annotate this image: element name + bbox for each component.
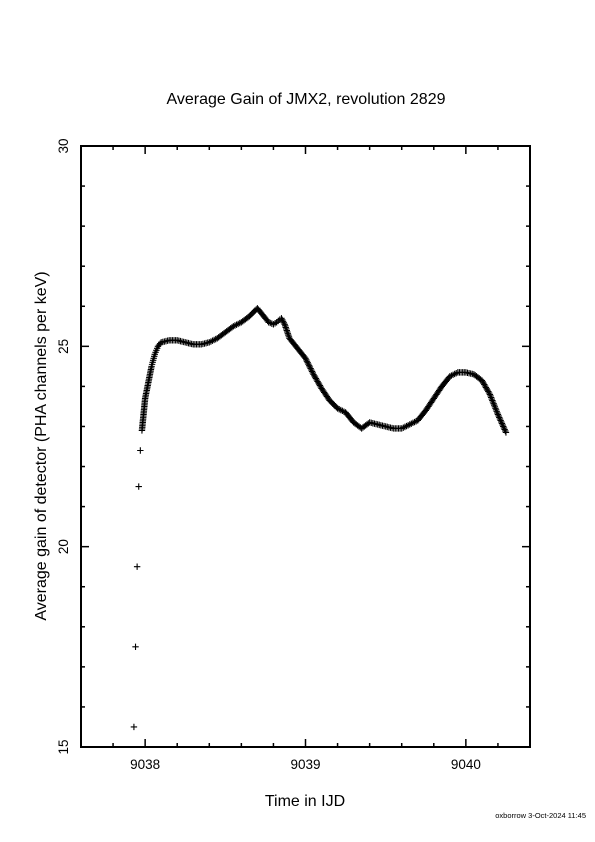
data-points	[130, 305, 510, 731]
axis-tick-labels: 9038 9039 9040 15 20 25 30	[56, 138, 481, 772]
y-tick-label: 20	[56, 539, 71, 554]
data-point-fill	[490, 400, 497, 407]
data-point-fill	[488, 395, 495, 403]
data-point	[135, 483, 142, 490]
data-point-fill	[309, 369, 316, 377]
data-point-fill	[485, 389, 493, 397]
data-point-fill	[494, 409, 501, 417]
x-axis-label: Time in IJD	[265, 793, 345, 810]
data-point-fill	[498, 420, 506, 427]
data-point	[494, 411, 502, 418]
data-point-fill	[497, 417, 504, 424]
data-point-fill	[306, 363, 314, 371]
data-point-fill	[492, 405, 499, 412]
data-point-fill	[491, 402, 498, 409]
data-point-fill	[493, 408, 500, 415]
y-axis-label: Average gain of detector (PHA channels p…	[33, 271, 50, 620]
data-point-fill	[303, 356, 310, 364]
data-point	[302, 355, 309, 362]
data-point	[130, 723, 138, 731]
x-tick-label: 9038	[130, 757, 160, 772]
data-point-fill	[307, 365, 314, 372]
x-tick-label: 9039	[290, 757, 320, 772]
data-point-fill	[495, 412, 502, 420]
plot-frame	[80, 145, 531, 748]
data-point-fill	[502, 427, 509, 435]
data-point-fill	[305, 360, 312, 368]
data-point-fill	[499, 421, 506, 429]
data-point-fill	[491, 403, 499, 410]
data-point	[132, 643, 139, 651]
data-point-fill	[308, 368, 316, 375]
data-point-fill	[487, 394, 495, 401]
y-tick-label: 15	[56, 739, 71, 754]
chart-title: Average Gain of JMX2, revolution 2829	[167, 91, 446, 108]
data-point	[133, 563, 141, 570]
y-tick-label: 30	[56, 138, 71, 153]
data-point	[486, 391, 494, 398]
data-point-fill	[498, 418, 505, 426]
footer-timestamp: oxborrow 3-Oct-2024 11:45	[495, 811, 586, 820]
x-tick-label: 9040	[451, 757, 481, 772]
axis-ticks	[80, 145, 531, 748]
data-point-fill	[489, 397, 496, 404]
data-point-fill	[280, 319, 288, 326]
data-point-fill	[487, 392, 494, 400]
data-point-fill	[308, 366, 315, 374]
data-point	[137, 447, 144, 454]
data-point-fill	[501, 426, 508, 433]
data-point-fill	[492, 406, 500, 414]
data-point-fill	[489, 398, 497, 406]
data-point-fill	[303, 358, 311, 365]
data-point-fill	[496, 415, 504, 423]
data-point-fill	[304, 359, 311, 366]
data-point-fill	[500, 424, 508, 432]
data-point-fill	[305, 362, 313, 369]
data-point-fill	[496, 414, 503, 421]
data-point-fill	[500, 423, 507, 430]
y-tick-label: 25	[56, 339, 71, 354]
data-point	[502, 429, 510, 436]
